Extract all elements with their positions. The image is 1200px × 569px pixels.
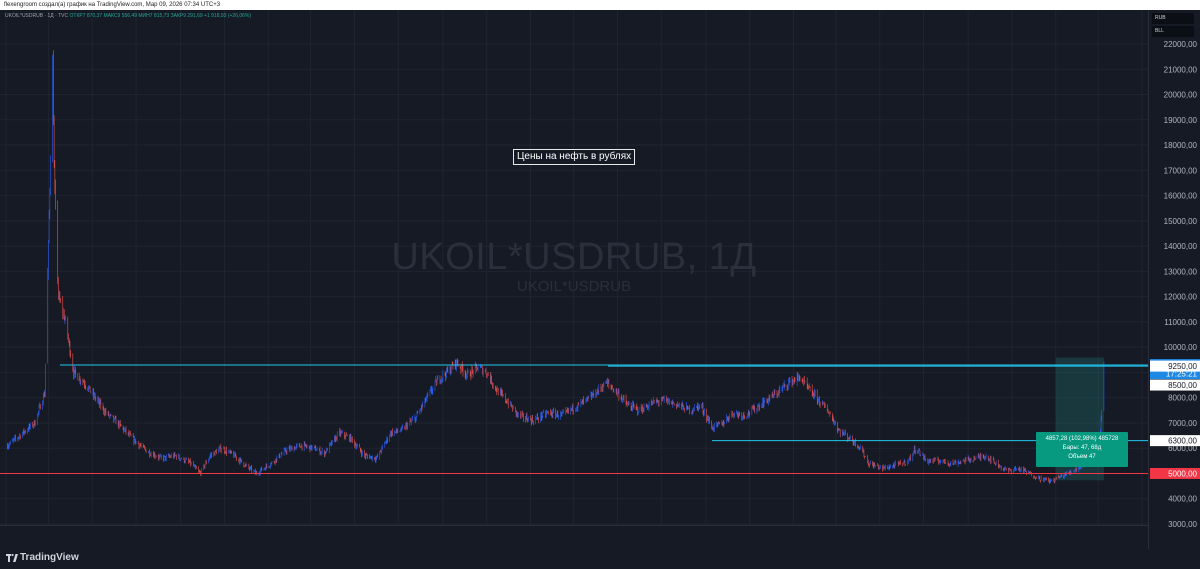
price-badge-label: 8500,00: [1168, 381, 1197, 390]
y-tick-label: 12000,00: [1164, 293, 1198, 302]
y-tick-label: 19000,00: [1164, 116, 1198, 125]
price-badge-5000[interactable]: [1150, 467, 1200, 479]
y-tick-label: 3000,00: [1168, 520, 1197, 529]
y-tick-label: 22000,00: [1164, 40, 1198, 49]
price-badge-timer: 17:25:21: [1166, 370, 1198, 379]
footer: [0, 549, 1200, 569]
price-chart[interactable]: 2022МарМайИюлСенНоя2023МарМайИюлСенНоя20…: [0, 10, 1148, 549]
price-badge-label: 6300,00: [1168, 437, 1197, 446]
currency-button-rub[interactable]: RUB: [1152, 13, 1194, 24]
chart-plot-area[interactable]: 2022МарМайИюлСенНоя2023МарМайИюлСенНоя20…: [0, 10, 1148, 549]
price-badge-label: 5000,00: [1168, 469, 1197, 478]
price-badge-label: 9250,00: [1168, 362, 1197, 371]
y-tick-label: 10000,00: [1164, 343, 1198, 352]
brand-name[interactable]: TradingView: [20, 552, 79, 563]
y-tick-label: 13000,00: [1164, 267, 1198, 276]
y-tick-label: 11000,00: [1164, 318, 1197, 327]
symbol-watermark-sub: UKOIL*USDRUB: [516, 278, 632, 295]
measure-bars: Бары: 47, 68д: [1062, 445, 1102, 451]
price-badge-9250[interactable]: [1150, 360, 1200, 372]
symbol-watermark: UKOIL*USDRUB, 1Д: [391, 236, 757, 278]
y-tick-label: 15000,00: [1164, 217, 1198, 226]
y-tick-label: 8000,00: [1168, 394, 1197, 403]
y-tick-label: 20000,00: [1164, 91, 1198, 100]
chart-annotation[interactable]: Цены на нефть в рублях: [513, 149, 636, 165]
y-tick-label: 18000,00: [1164, 141, 1198, 150]
measure-volume: Объем 47: [1068, 454, 1096, 460]
currency-buttons: RUB BLL: [1152, 13, 1194, 39]
tradingview-logo-icon[interactable]: [6, 553, 18, 563]
y-tick-label: 16000,00: [1164, 192, 1198, 201]
legend-symbol: UKOIL*USDRUB · 1Д · TVC: [5, 13, 69, 19]
chart-header: flexengroom создал(а) график на TradingV…: [0, 0, 1200, 10]
price-badge-8500[interactable]: [1150, 379, 1200, 391]
measure-tooltip[interactable]: 4857,28 (102,98%) 485728 Бары: 47, 68д О…: [1036, 432, 1128, 467]
price-series: [7, 50, 1105, 485]
time-axis[interactable]: [0, 525, 1148, 549]
y-tick-label: 6000,00: [1168, 444, 1197, 453]
legend-ohlc: ОТКР7 870,37 МАКС9 556,49 МИН7 815,73 ЗА…: [69, 13, 252, 19]
y-tick-label: 7000,00: [1168, 419, 1197, 428]
price-badge-6300[interactable]: [1150, 435, 1200, 447]
price-axis-labels: 22000,00 21000,00 20000,00 19000,00 18000,00…: [1150, 40, 1200, 529]
y-tick-label: 17000,00: [1164, 166, 1198, 175]
grid-lines: [0, 10, 1148, 525]
y-tick-label: 14000,00: [1164, 242, 1198, 251]
y-tick-label: 21000,00: [1164, 65, 1198, 74]
symbol-legend[interactable]: UKOIL*USDRUB · 1Д · TVC ОТКР7 870,37 МАК…: [5, 13, 251, 19]
measure-change: 4857,28 (102,98%) 485728: [1045, 436, 1119, 442]
price-axis[interactable]: 22000,00 21000,00 20000,00 19000,00 18000,00…: [1148, 10, 1200, 549]
currency-button-bll[interactable]: BLL: [1152, 26, 1194, 37]
y-tick-label: 4000,00: [1168, 495, 1197, 504]
